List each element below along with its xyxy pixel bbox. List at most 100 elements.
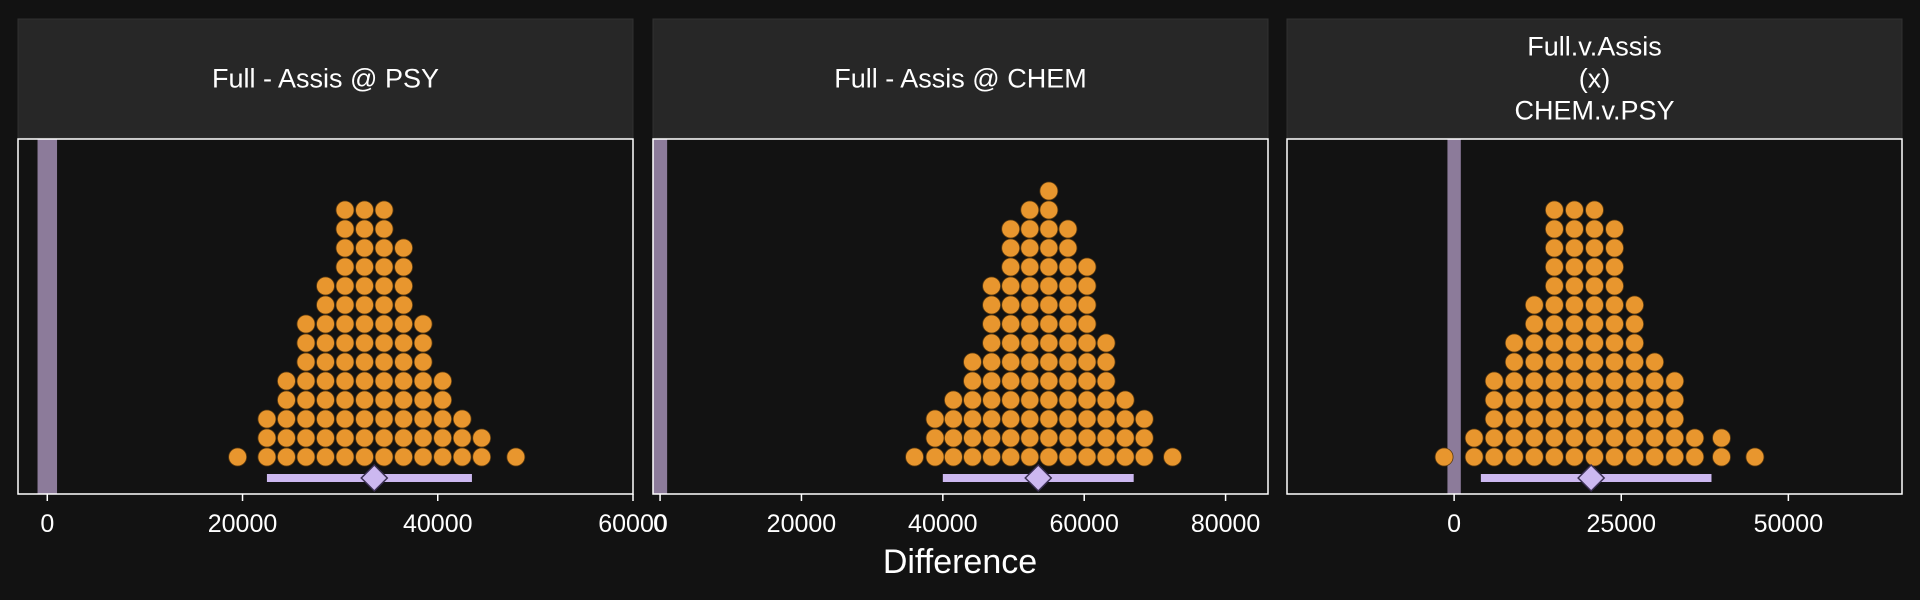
posterior-dot: [1504, 409, 1524, 429]
posterior-dot: [1625, 314, 1645, 334]
posterior-dot: [355, 257, 374, 277]
posterior-dot: [1134, 447, 1154, 467]
posterior-dot: [1625, 352, 1645, 372]
facet-strip: [17, 18, 634, 139]
posterior-dot: [335, 333, 355, 353]
posterior-dot: [394, 333, 413, 353]
posterior-dot: [1585, 409, 1604, 429]
posterior-dot: [1077, 371, 1097, 391]
posterior-dot: [1645, 390, 1665, 410]
posterior-dot: [1058, 428, 1078, 448]
facet-strip: [1286, 18, 1903, 139]
posterior-dot: [1039, 447, 1059, 467]
posterior-dot: [1434, 447, 1454, 467]
posterior-dot: [355, 219, 374, 239]
posterior-dot: [1565, 333, 1584, 353]
posterior-dot: [472, 428, 492, 448]
posterior-dot: [1115, 428, 1135, 448]
posterior-dot: [1665, 428, 1685, 448]
posterior-dot: [257, 428, 277, 448]
posterior-dot: [1096, 333, 1116, 353]
posterior-dot: [1096, 371, 1116, 391]
posterior-dot: [335, 238, 355, 258]
posterior-dot: [1524, 390, 1544, 410]
posterior-dot: [335, 409, 355, 429]
posterior-dot: [374, 447, 394, 467]
posterior-dot: [335, 447, 355, 467]
posterior-dot: [1645, 409, 1665, 429]
posterior-dot: [1058, 314, 1078, 334]
posterior-dot: [1058, 219, 1078, 239]
posterior-dot: [335, 352, 355, 372]
posterior-dot: [1585, 447, 1604, 467]
panel-border: [1286, 138, 1903, 495]
posterior-dot: [1605, 447, 1624, 467]
posterior-dot: [1504, 428, 1524, 448]
posterior-dot: [982, 447, 1002, 467]
posterior-dot: [1077, 409, 1097, 429]
posterior-dot: [1020, 200, 1040, 220]
facet-title-line: Full - Assis @ PSY: [212, 64, 439, 94]
posterior-dot: [982, 333, 1002, 353]
posterior-dot: [944, 428, 963, 448]
posterior-dot: [1565, 219, 1584, 239]
posterior-dot: [355, 390, 374, 410]
posterior-dot: [1524, 447, 1544, 467]
posterior-dot: [982, 371, 1002, 391]
posterior-dot: [1484, 428, 1504, 448]
posterior-dot: [1115, 447, 1135, 467]
posterior-dot: [394, 352, 413, 372]
posterior-dot: [1058, 238, 1078, 258]
posterior-dot: [316, 428, 335, 448]
posterior-dot: [1039, 314, 1059, 334]
posterior-dot: [1115, 390, 1135, 410]
posterior-dot: [355, 371, 374, 391]
posterior-dot: [374, 352, 394, 372]
posterior-dot: [1020, 447, 1040, 467]
posterior-dot: [452, 428, 472, 448]
posterior-dot: [1504, 447, 1524, 467]
posterior-dot: [1544, 352, 1564, 372]
x-tick-label: 60000: [598, 510, 668, 538]
x-tick-label: 20000: [767, 510, 837, 538]
facet-title-line: CHEM.v.PSY: [1514, 96, 1674, 126]
posterior-dot: [1565, 257, 1584, 277]
posterior-dot: [1001, 295, 1021, 315]
posterior-dot: [1001, 276, 1021, 296]
posterior-dot: [374, 428, 394, 448]
posterior-dot: [1585, 276, 1604, 296]
posterior-dot: [1645, 352, 1665, 372]
posterior-dot: [1001, 352, 1021, 372]
posterior-dot: [1665, 409, 1685, 429]
rope-band: [653, 139, 668, 494]
posterior-dot: [374, 276, 394, 296]
posterior-dot: [316, 314, 335, 334]
posterior-dot: [1020, 257, 1040, 277]
posterior-dot: [394, 371, 413, 391]
posterior-dot: [1039, 333, 1059, 353]
x-tick-label: 50000: [1754, 510, 1824, 538]
posterior-dot: [277, 371, 296, 391]
posterior-dot: [413, 314, 433, 334]
point-estimate-marker: [360, 463, 389, 493]
posterior-dot: [355, 200, 374, 220]
posterior-dot: [1001, 390, 1021, 410]
posterior-dot: [1605, 238, 1624, 258]
posterior-dot: [316, 390, 335, 410]
posterior-dot: [316, 371, 335, 391]
posterior-dot: [452, 409, 472, 429]
x-tick-label: 40000: [403, 510, 473, 538]
posterior-dot: [1605, 219, 1624, 239]
posterior-dot: [355, 295, 374, 315]
posterior-dot: [982, 352, 1002, 372]
posterior-dot: [355, 314, 374, 334]
posterior-dot: [1096, 390, 1116, 410]
posterior-dot: [982, 276, 1002, 296]
x-axis-label: Difference: [883, 543, 1037, 581]
posterior-dot: [982, 314, 1002, 334]
posterior-dot: [1484, 409, 1504, 429]
posterior-dot: [982, 295, 1002, 315]
posterior-dot: [1544, 295, 1564, 315]
posterior-dot: [982, 390, 1002, 410]
posterior-dot: [1058, 276, 1078, 296]
